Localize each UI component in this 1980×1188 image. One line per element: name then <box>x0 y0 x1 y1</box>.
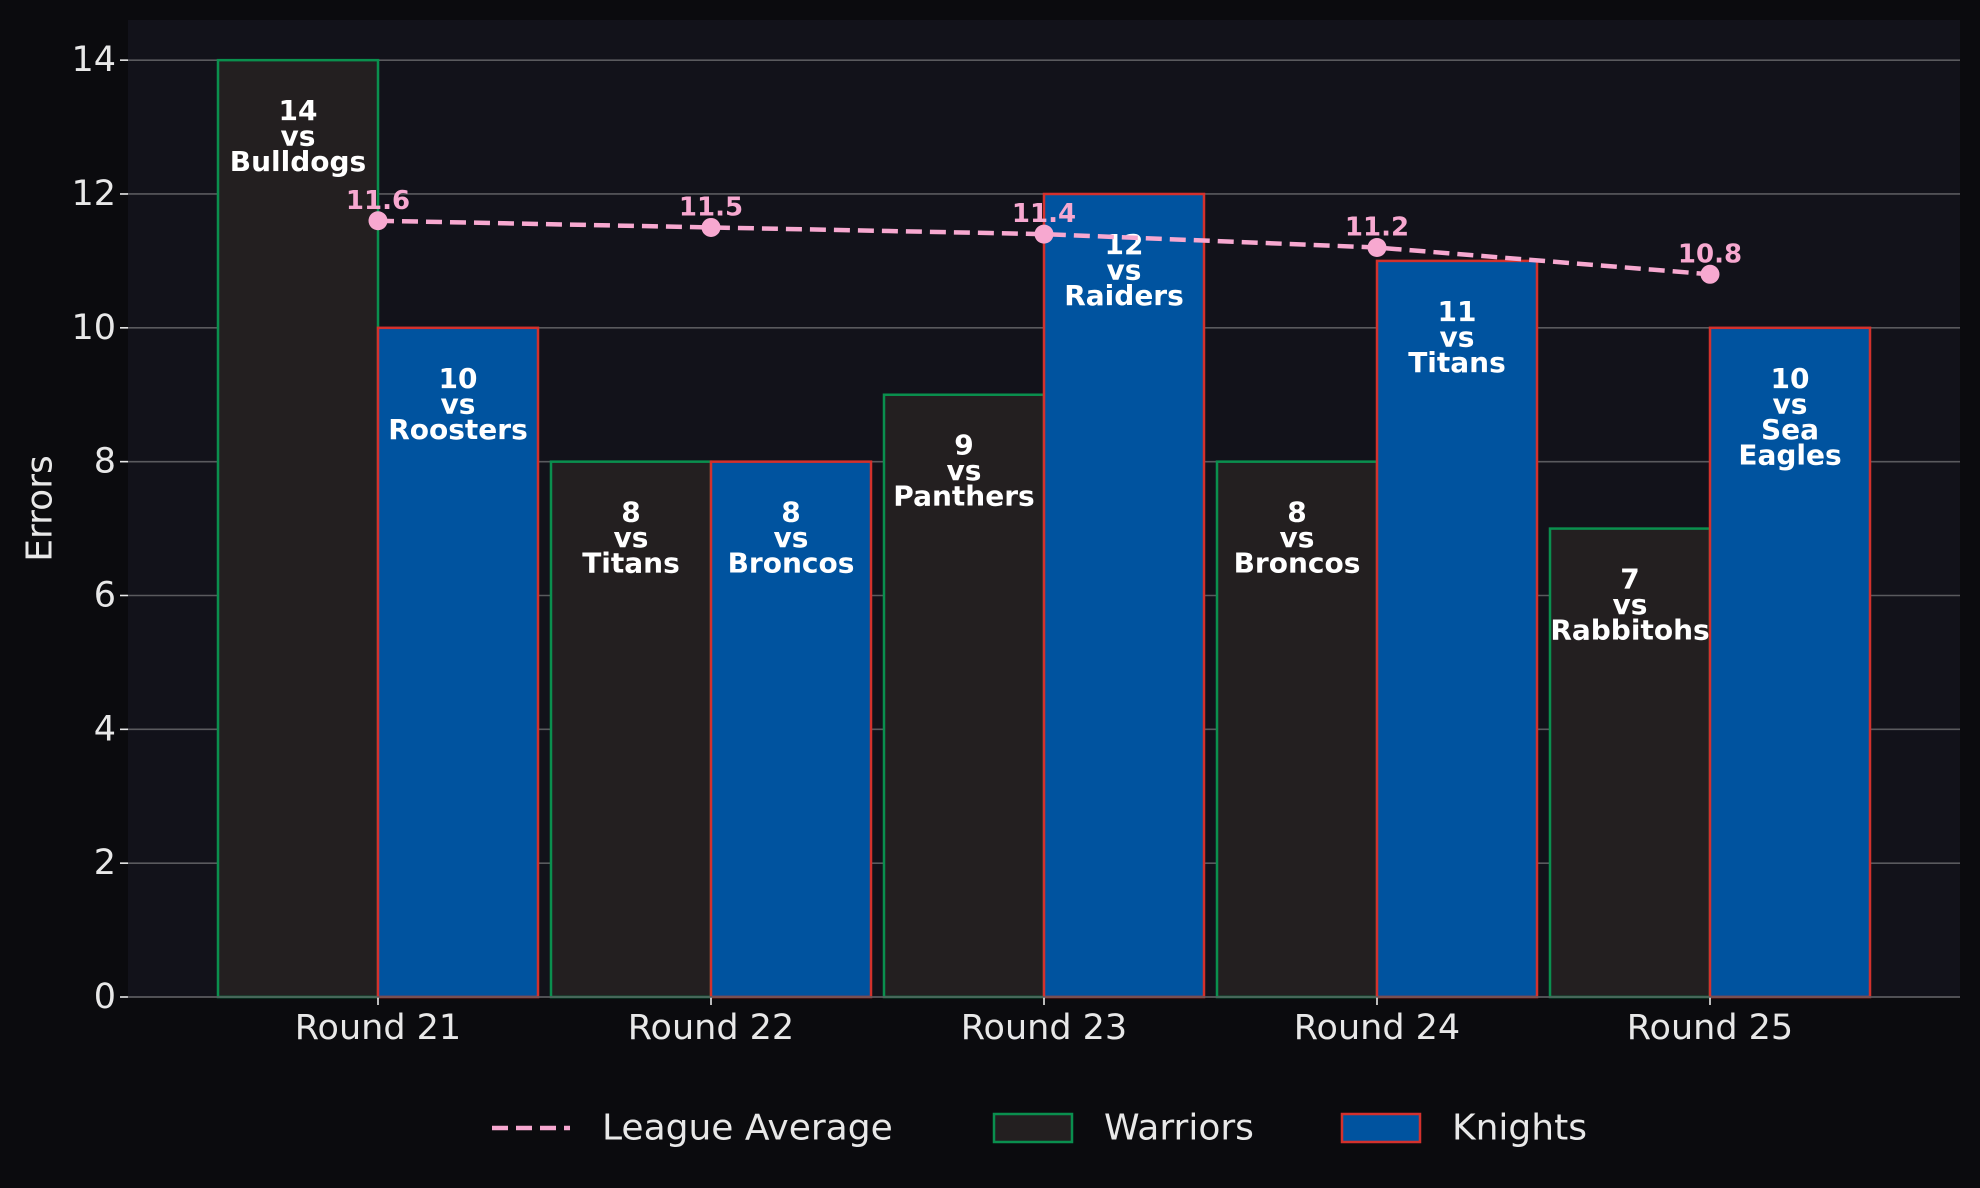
bar-label: 8 vs Titans <box>582 496 680 580</box>
bar-label: 10 vs Sea Eagles <box>1738 362 1841 472</box>
y-axis-label: Errors <box>20 455 61 562</box>
legend-label-warriors: Warriors <box>1104 1108 1254 1149</box>
bar-knights <box>1042 192 1206 999</box>
bar-knights <box>1708 326 1872 999</box>
bar-knights <box>709 460 873 999</box>
x-tick-label: Round 25 <box>1627 1008 1793 1048</box>
x-tick-label: Round 21 <box>295 1008 461 1048</box>
y-tick-label: 8 <box>94 442 116 482</box>
bar-knights <box>376 326 540 999</box>
league-average-label: 10.8 <box>1678 239 1742 269</box>
y-tick-label: 10 <box>71 308 116 348</box>
league-average-point <box>1700 264 1720 284</box>
bar-label: 10 vs Roosters <box>388 362 528 446</box>
bar-label: 7 vs Rabbitohs <box>1550 563 1709 647</box>
y-tick-label: 2 <box>94 843 116 883</box>
legend-swatch-knights <box>1340 1112 1422 1144</box>
y-tick-label: 12 <box>71 174 116 214</box>
x-tick-label: Round 24 <box>1294 1008 1460 1048</box>
bar-label: 11 vs Titans <box>1408 295 1506 379</box>
legend-label-knights: Knights <box>1452 1108 1587 1149</box>
league-average-point <box>1034 224 1054 244</box>
bar-warriors <box>882 393 1046 999</box>
bar-warriors <box>1215 460 1379 999</box>
legend-label-league-average: League Average <box>602 1108 893 1149</box>
legend-swatch-warriors <box>992 1112 1074 1144</box>
y-tick-label: 14 <box>71 40 116 80</box>
bar-warriors <box>549 460 713 999</box>
bar-label: 12 vs Raiders <box>1064 228 1184 312</box>
bar-warriors <box>1548 527 1712 999</box>
bar-label: 9 vs Panthers <box>893 429 1034 513</box>
bar-label: 14 vs Bulldogs <box>230 94 366 178</box>
league-average-point <box>701 217 721 237</box>
bar-label: 8 vs Broncos <box>1234 496 1361 580</box>
y-tick-label: 4 <box>94 709 116 749</box>
league-average-label: 11.6 <box>346 186 410 216</box>
y-tick-label: 6 <box>94 575 116 615</box>
y-tick-label: 0 <box>94 977 116 1017</box>
league-average-label: 11.4 <box>1012 199 1076 229</box>
league-average-point <box>368 211 388 231</box>
bar-label: 8 vs Broncos <box>728 496 855 580</box>
league-average-label: 11.5 <box>679 192 743 222</box>
x-tick-label: Round 22 <box>628 1008 794 1048</box>
league-average-point <box>1367 238 1387 258</box>
league-average-line <box>377 218 1711 277</box>
x-tick-label: Round 23 <box>961 1008 1127 1048</box>
bar-knights <box>1375 259 1539 999</box>
league-average-label: 11.2 <box>1345 213 1409 243</box>
